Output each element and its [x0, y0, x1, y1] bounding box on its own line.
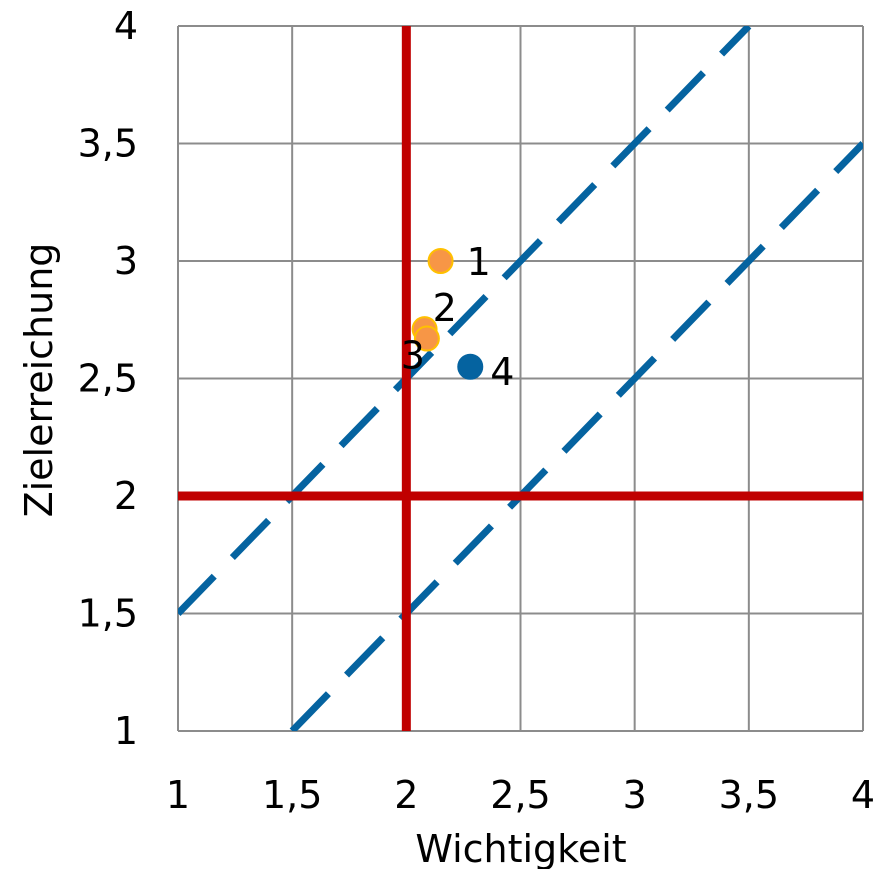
x-axis-ticks: 1 1,5 2 2,5 3 3,5 4 [166, 773, 875, 817]
x-tick-label: 2 [394, 773, 418, 817]
diagonal-dashed-line [289, 141, 863, 731]
y-tick-label: 3 [114, 239, 138, 283]
data-label-4: 4 [490, 350, 514, 394]
x-tick-label: 2,5 [490, 773, 550, 817]
y-tick-label: 1,5 [78, 592, 138, 636]
diagonal-dashed-line [178, 26, 752, 616]
grid [177, 25, 864, 732]
y-tick-label: 3,5 [78, 122, 138, 166]
data-point-3 [413, 325, 440, 352]
diagonal-reference-lines [178, 26, 863, 731]
y-tick-label: 2,5 [78, 357, 138, 401]
data-points: 123 4 [401, 240, 515, 394]
data-label-1: 1 [467, 240, 491, 284]
x-tick-label: 1,5 [262, 773, 322, 817]
data-point-4 [457, 353, 484, 380]
data-label-3: 3 [401, 334, 425, 378]
data-label-2: 2 [433, 286, 457, 330]
y-axis-ticks: 1 1,5 2 2,5 3 3,5 4 [78, 4, 138, 753]
y-axis-title: Zielerreichung [17, 243, 61, 518]
y-tick-label: 2 [114, 474, 138, 518]
x-axis-title: Wichtigkeit [415, 827, 626, 869]
x-tick-label: 3 [623, 773, 647, 817]
red-reference-lines [178, 26, 863, 731]
data-point-1 [427, 248, 454, 274]
y-tick-label: 4 [114, 4, 138, 48]
x-tick-label: 1 [166, 773, 190, 817]
x-tick-label: 4 [851, 773, 875, 817]
y-tick-label: 1 [114, 709, 138, 753]
x-tick-label: 3,5 [719, 773, 779, 817]
